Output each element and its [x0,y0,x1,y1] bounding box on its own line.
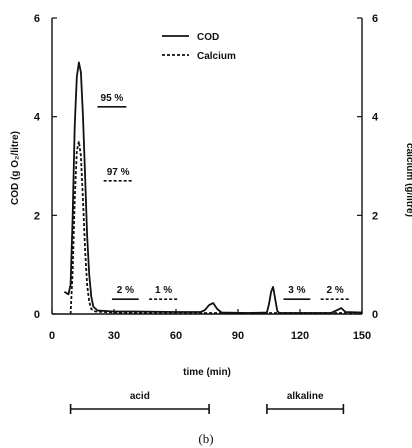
right-axis-ticks: 0 2 4 6 [357,13,379,321]
x-tick-label: 120 [291,330,309,342]
right-axis-title: calcium (g/litre) [404,143,412,217]
left-tick-label: 2 [34,210,40,222]
left-axis-title: COD (g O₂/litre) [10,131,21,205]
x-tick-label: 0 [49,330,55,342]
legend-label-cod: COD [197,32,219,43]
series-calcium-line [69,140,362,315]
left-tick-label: 6 [34,13,40,25]
x-tick-label: 150 [353,330,371,342]
annotation-label: 95 % [101,93,124,104]
figure-caption: (b) [198,431,213,446]
right-tick-label: 0 [372,309,378,321]
series-cod-line [63,61,363,314]
x-tick-label: 90 [232,330,244,342]
left-axis-ticks: 0 2 4 6 [34,13,57,321]
x-tick-label: 60 [170,330,182,342]
phase-bars: acid alkaline [69,391,345,414]
right-tick-label: 4 [372,112,379,124]
legend-label-calcium: Calcium [197,51,236,62]
plot-axes [51,18,363,315]
left-tick-label: 0 [34,309,40,321]
annotations: 95 % 97 % 2 % 1 % 3 % 2 % [97,93,350,301]
annotation-label: 1 % [155,285,172,296]
legend: COD Calcium [162,32,236,62]
annotation-label: 2 % [117,285,134,296]
left-tick-label: 4 [34,112,41,124]
annotation-label: 97 % [107,167,130,178]
x-axis-ticks: 0 30 60 90 120 150 [49,309,371,342]
right-tick-label: 6 [372,13,378,25]
plot-series [63,61,363,315]
annotation-label: 3 % [288,285,305,296]
right-tick-label: 2 [372,210,378,222]
annotation-label: 2 % [327,285,344,296]
x-axis-title: time (min) [183,367,231,378]
x-tick-label: 30 [108,330,120,342]
phase-label-alkaline: alkaline [287,391,324,402]
phase-label-acid: acid [130,391,150,402]
